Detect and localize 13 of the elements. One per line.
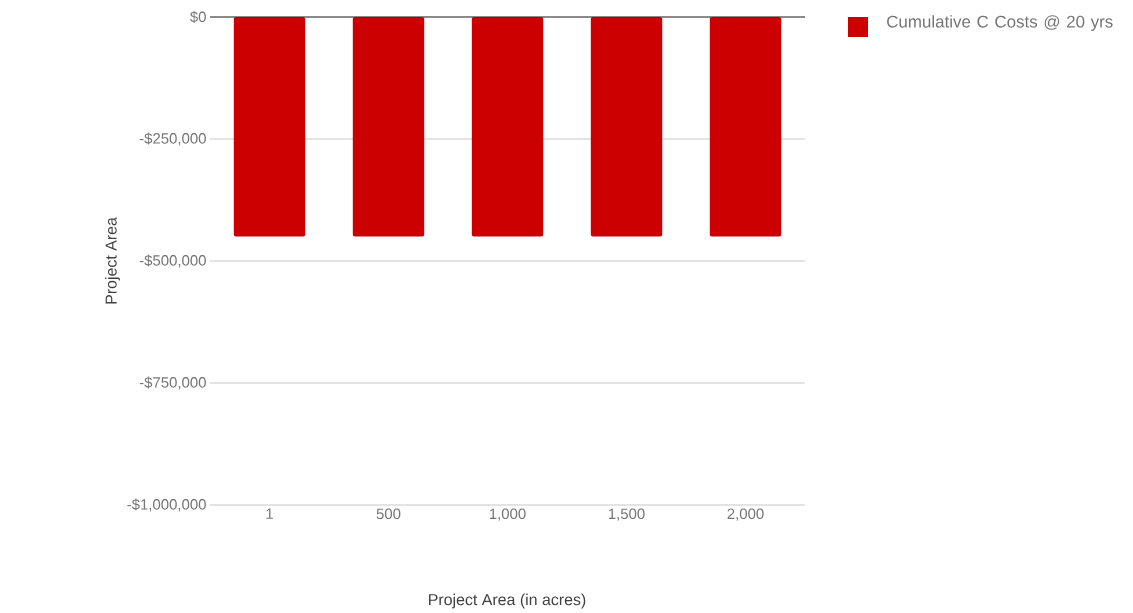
y-tick-label: -$500,000 [139, 254, 206, 268]
x-tick-label: 2,000 [727, 508, 764, 521]
y-tick-label: -$750,000 [139, 376, 206, 390]
y-axis-title: Project Area [105, 217, 120, 304]
y-tick-label: -$1,000,000 [127, 498, 206, 512]
x-tick-label: 1 [266, 508, 273, 519]
legend-label: Cumulative C Costs @ 20 yrs [887, 15, 1113, 31]
x-tick-label: 1,500 [608, 508, 645, 521]
x-tick-label: 500 [376, 508, 401, 520]
y-tick-label: $0 [190, 10, 206, 24]
x-tick-label: 1,000 [489, 508, 526, 521]
x-axis-title: Project Area (in acres) [429, 593, 586, 609]
y-tick-label: -$250,000 [139, 132, 206, 146]
